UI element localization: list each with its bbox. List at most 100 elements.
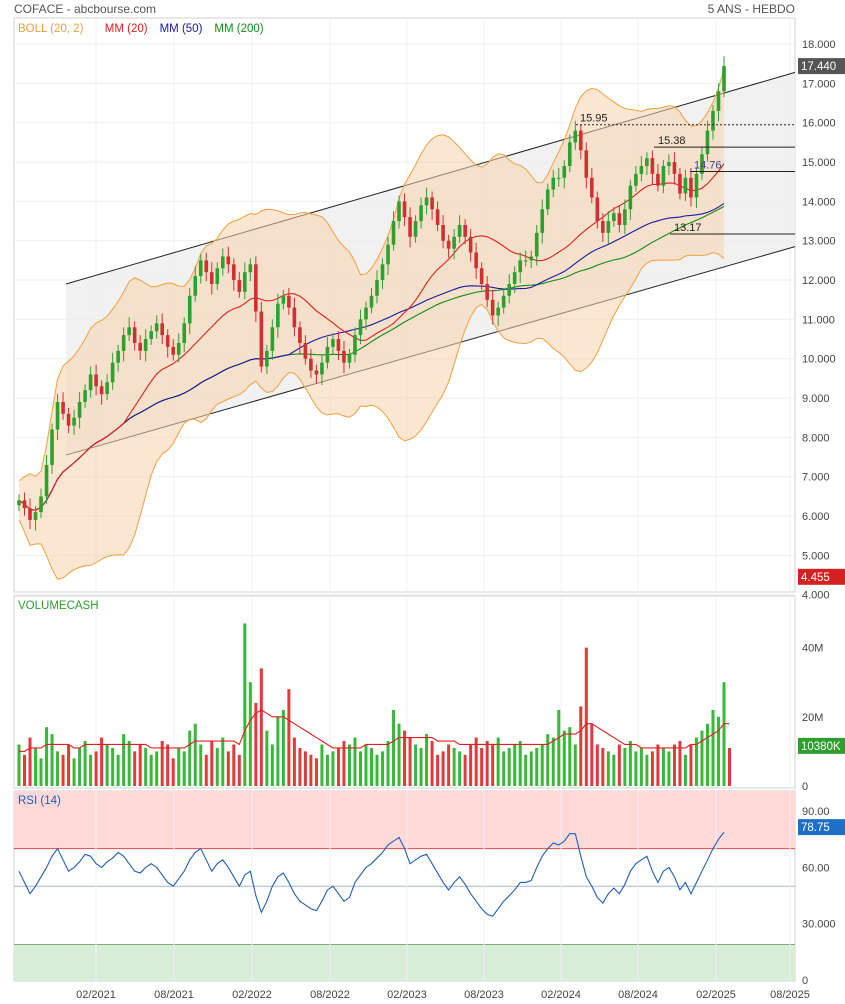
price-tick-label: 7.000	[802, 472, 830, 484]
candle-body	[507, 283, 511, 296]
volume-bar	[259, 668, 263, 786]
bollinger-lower	[18, 252, 725, 580]
volume-bar	[276, 716, 280, 786]
volume-bar	[188, 730, 192, 786]
candle-body	[584, 150, 589, 178]
candle-body	[22, 500, 27, 509]
volume-bar	[705, 723, 709, 786]
candle-body	[105, 382, 109, 395]
volume-bar	[215, 747, 219, 786]
candle-body	[187, 295, 192, 324]
mm50-line	[18, 202, 725, 511]
candle-body	[110, 362, 115, 383]
candle-body	[99, 386, 104, 395]
legend-mm: MM (20)	[105, 23, 148, 35]
volume-bar	[292, 737, 296, 786]
candle-body	[39, 496, 43, 513]
rsi-line	[18, 831, 725, 917]
candle-body	[694, 173, 699, 198]
volume-bar	[656, 744, 660, 786]
candle-body	[165, 335, 170, 347]
candle-body	[430, 197, 434, 210]
candle-body	[287, 295, 291, 308]
volume-ma-line	[19, 709, 730, 752]
candle-body	[490, 299, 495, 316]
candle-body	[617, 213, 622, 225]
candle-body	[711, 110, 715, 131]
x-tick-label: 02/2023	[387, 989, 427, 1001]
rsi-tick-label: 30.000	[802, 919, 836, 931]
volume-bar	[524, 754, 528, 786]
value-badges: 17.440 4.455 10380K 78.75	[798, 58, 845, 836]
volume-bar	[513, 744, 517, 786]
candle-body	[171, 346, 176, 355]
candle-body	[512, 272, 517, 284]
volume-bar	[716, 716, 720, 786]
x-tick-label: 02/2025	[696, 989, 736, 1001]
candle-body	[248, 264, 253, 273]
volume-bar	[397, 723, 401, 786]
volume-bar	[507, 747, 511, 786]
volume-bar	[551, 737, 555, 786]
volume-bar	[287, 689, 291, 786]
volume-bar	[325, 754, 329, 786]
x-tick-label: 08/2025	[770, 989, 810, 1001]
volume-bar	[331, 751, 335, 786]
volume-bar	[298, 747, 302, 786]
legend-rsi: RSI (14)	[18, 795, 61, 807]
volume-bar	[309, 754, 313, 786]
volume-bar	[171, 758, 175, 786]
candle-body	[463, 224, 467, 237]
period-low-badge: 4.455	[801, 572, 830, 584]
candle-body	[534, 232, 539, 257]
volume-bar	[557, 709, 561, 786]
rsi-value-badge-bg	[798, 819, 845, 836]
candle-body	[303, 342, 308, 359]
volume-bar	[56, 751, 60, 786]
axis-labels: 18.000 17.000 16.000 15.000 14.000 13.000 12.0…	[76, 39, 836, 1001]
volume-bar	[237, 754, 241, 786]
chart-title: COFACE - abcbourse.com	[14, 2, 157, 16]
price-tick-label: 17.000	[802, 78, 836, 90]
volume-bar	[122, 734, 126, 786]
price-tick-label: 8.000	[802, 432, 830, 444]
candle-body	[424, 197, 429, 206]
candle-body	[342, 350, 346, 363]
candle-body	[61, 401, 65, 414]
volume-bar	[270, 744, 274, 786]
candle-body	[204, 260, 209, 273]
candle-body	[386, 244, 390, 265]
volume-bar	[370, 747, 373, 786]
volume-bar	[546, 734, 550, 786]
candle-body	[678, 173, 682, 194]
volume-bar	[105, 744, 109, 786]
x-tick-label: 02/2024	[541, 989, 581, 1001]
volume-bar	[254, 702, 258, 786]
candle-body	[33, 512, 38, 520]
last-price-badge-bg	[798, 58, 845, 75]
volume-bar	[94, 751, 98, 786]
candle-body	[667, 162, 671, 167]
candle-body	[573, 130, 578, 143]
volume-bar	[221, 737, 225, 786]
mm20-line	[18, 163, 725, 511]
volume-bar	[469, 744, 473, 786]
volume-bar	[645, 754, 649, 786]
rsi-oversold-zone	[14, 944, 795, 981]
volume-bar	[419, 747, 423, 786]
volume-bar	[728, 747, 732, 786]
price-tick-label: 12.000	[802, 275, 836, 287]
volume-bar	[386, 741, 390, 786]
volume-value-badge: 10380K	[801, 741, 841, 753]
volume-bar	[496, 737, 500, 786]
volume-bar	[375, 754, 379, 786]
volume-bar	[83, 741, 87, 786]
candle-body	[441, 224, 445, 241]
volume-bar	[155, 751, 159, 786]
volume-bar	[683, 754, 687, 786]
candle-body	[143, 339, 148, 351]
volume-bar	[248, 682, 252, 786]
volume-bar	[463, 754, 467, 786]
price-tick-label: 10.000	[802, 354, 836, 366]
period-low-badge-bg	[798, 568, 845, 585]
